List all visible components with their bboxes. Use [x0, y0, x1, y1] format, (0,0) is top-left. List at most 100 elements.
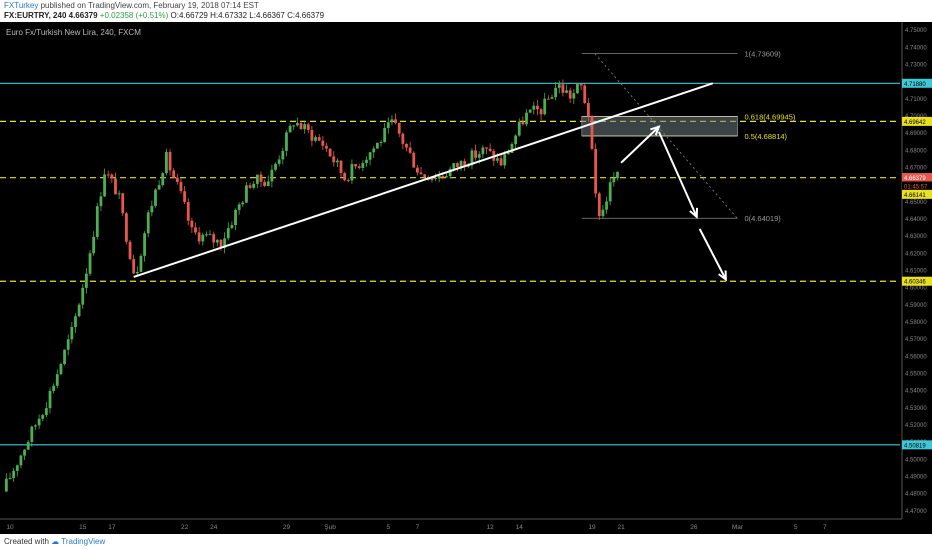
candle: [263, 179, 267, 188]
candle-body: [488, 148, 492, 152]
candle-body: [590, 116, 594, 149]
candle-body: [183, 191, 186, 203]
candle-body: [332, 156, 336, 163]
candle-body: [517, 121, 521, 136]
candle-body: [335, 160, 339, 163]
candle-body: [55, 374, 59, 386]
candle: [295, 117, 299, 127]
y-tick-label: 4.56000: [905, 354, 927, 360]
candle: [125, 211, 128, 245]
candle-body: [208, 234, 212, 236]
candle: [270, 164, 274, 188]
projection-arrows: [620, 125, 727, 282]
candle-body: [215, 239, 219, 243]
candle-body: [117, 193, 121, 195]
candle-body: [612, 178, 616, 183]
candle-body: [248, 185, 252, 188]
author-link[interactable]: FXTurkey: [4, 1, 39, 10]
level-price-label-3-bg: [902, 276, 932, 286]
candle-body: [412, 152, 416, 168]
candle-body: [597, 193, 601, 216]
level-price-label-4-bg: [902, 440, 932, 450]
candle-body: [539, 109, 543, 115]
y-tick-label: 4.59000: [905, 303, 927, 309]
candle: [172, 168, 176, 179]
arrow-head-2: [718, 270, 727, 282]
candle-body: [288, 125, 292, 133]
x-tick-label: 19: [588, 524, 596, 531]
chart-area[interactable]: Euro Fx/Turkish New Lira, 240, FXCM 1(4.…: [0, 22, 932, 534]
candle-body: [325, 145, 328, 149]
candle: [41, 413, 45, 422]
publish-header: FXTurkey published on TradingView.com, F…: [0, 0, 932, 22]
candle-body: [285, 132, 288, 151]
candle-body: [121, 193, 125, 214]
projection-arrow-1: [658, 131, 698, 218]
level-price-label-3: 4.60346: [904, 280, 926, 286]
candle: [106, 170, 110, 179]
candle-body: [41, 414, 45, 419]
candle-body: [37, 418, 41, 426]
candle-body: [550, 97, 554, 99]
candle: [15, 464, 19, 477]
current-price-label-0: 4.66379: [904, 176, 926, 182]
axes: 4.750004.740004.730004.720004.710004.700…: [0, 22, 932, 534]
candle-body: [223, 238, 227, 248]
candle-body: [132, 259, 136, 274]
y-tick-label: 4.63000: [905, 234, 927, 240]
candle-body: [448, 168, 452, 177]
candle: [612, 172, 616, 187]
candle-body: [106, 174, 110, 176]
candle-body: [521, 121, 525, 125]
candle-body: [128, 241, 132, 260]
candle: [274, 162, 277, 172]
candle: [299, 121, 303, 130]
y-tick-label: 4.74000: [905, 45, 927, 51]
candle-body: [477, 154, 481, 158]
y-tick-label: 4.50000: [905, 457, 927, 463]
price-chart[interactable]: Euro Fx/Turkish New Lira, 240, FXCM 1(4.…: [0, 22, 932, 534]
candle: [19, 454, 23, 469]
candle: [183, 186, 186, 205]
candle: [223, 232, 227, 254]
candle: [481, 145, 485, 159]
x-tick-label: 29: [283, 524, 291, 531]
y-tick-label: 4.52000: [905, 423, 927, 429]
candle-body: [343, 173, 347, 181]
candle: [201, 232, 205, 246]
candle-body: [605, 201, 608, 210]
candle: [303, 120, 307, 134]
candle-body: [165, 152, 168, 174]
candle-body: [114, 178, 117, 195]
candle: [488, 143, 492, 153]
fib-label-0.618: 0.618(4.69945): [745, 113, 796, 122]
y-tick-label: 4.55000: [905, 372, 927, 378]
candle-body: [583, 85, 587, 103]
level-price-label-4: 4.50819: [904, 443, 926, 449]
candle-body: [419, 172, 423, 175]
candle: [405, 143, 408, 152]
candle-body: [255, 174, 259, 184]
candle-body: [445, 176, 448, 178]
candle: [437, 170, 441, 183]
candle: [357, 163, 361, 170]
candle: [259, 171, 263, 187]
candle: [252, 181, 256, 190]
candle: [248, 182, 252, 190]
tradingview-link[interactable]: TradingView: [61, 537, 106, 546]
candle-body: [266, 181, 270, 186]
candle-body: [205, 234, 208, 236]
candle: [95, 202, 99, 240]
candle: [161, 172, 165, 187]
candle: [212, 231, 216, 249]
price-change: +0.02358 (+0.51%): [99, 11, 169, 20]
current-price-label-2: 4.66141: [904, 193, 926, 199]
candle: [339, 160, 343, 179]
candle: [154, 188, 157, 208]
candle-body: [241, 202, 245, 205]
candle: [55, 369, 59, 389]
current-price-label-1: 01:45:57: [904, 184, 928, 190]
candle-body: [608, 182, 612, 202]
candle: [310, 126, 314, 147]
candle-body: [368, 152, 372, 160]
